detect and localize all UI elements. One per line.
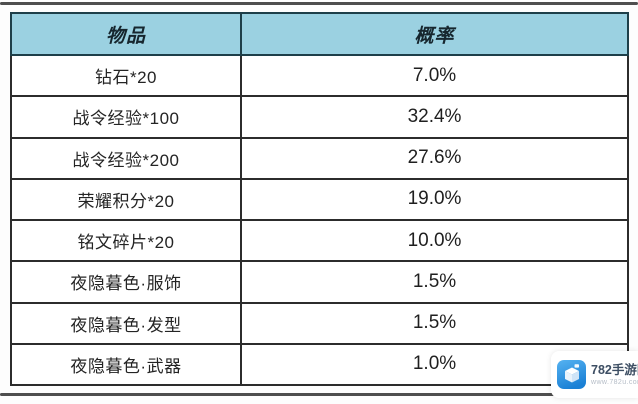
column-header-item: 物品 xyxy=(10,12,242,56)
probability-cell: 1.5% xyxy=(240,301,629,345)
item-cell: 夜隐暮色·发型 xyxy=(10,301,242,345)
watermark-logo: 782手游网 www.782u.com xyxy=(551,351,638,398)
item-cell: 夜隐暮色·服饰 xyxy=(10,260,242,304)
bottom-divider xyxy=(0,393,638,396)
item-cell: 钻石*20 xyxy=(10,53,242,98)
item-cell: 荣耀积分*20 xyxy=(10,177,242,222)
watermark-text: 782手游网 www.782u.com xyxy=(591,363,638,385)
table-row: 夜隐暮色·服饰 1.5% xyxy=(10,260,629,304)
probability-cell: 10.0% xyxy=(240,218,629,263)
probability-cell: 32.4% xyxy=(240,95,629,139)
item-cell: 铭文碎片*20 xyxy=(10,218,242,263)
table-row: 夜隐暮色·武器 1.0% xyxy=(10,342,629,387)
item-cell: 夜隐暮色·武器 xyxy=(10,342,242,387)
probability-cell: 1.5% xyxy=(240,260,629,304)
column-header-probability: 概率 xyxy=(240,12,629,56)
table-row: 战令经验*100 32.4% xyxy=(10,95,629,139)
item-cell: 战令经验*100 xyxy=(10,95,242,139)
probability-cell: 27.6% xyxy=(240,136,629,180)
table-row: 夜隐暮色·发型 1.5% xyxy=(10,301,629,345)
item-cell: 战令经验*200 xyxy=(10,136,242,180)
top-divider xyxy=(0,2,638,5)
table-row: 钻石*20 7.0% xyxy=(10,53,629,98)
watermark-site-url: www.782u.com xyxy=(591,378,638,386)
table-row: 战令经验*200 27.6% xyxy=(10,136,629,180)
table-row: 荣耀积分*20 19.0% xyxy=(10,177,629,222)
probability-table: 物品 概率 钻石*20 7.0% 战令经验*100 32.4% 战令经验*200… xyxy=(10,12,629,387)
cube-icon xyxy=(557,360,586,389)
watermark-site-name: 782手游网 xyxy=(591,363,638,378)
table-row: 铭文碎片*20 10.0% xyxy=(10,218,629,263)
table-header-row: 物品 概率 xyxy=(10,12,629,56)
probability-cell: 7.0% xyxy=(240,53,629,98)
probability-cell: 19.0% xyxy=(240,177,629,222)
